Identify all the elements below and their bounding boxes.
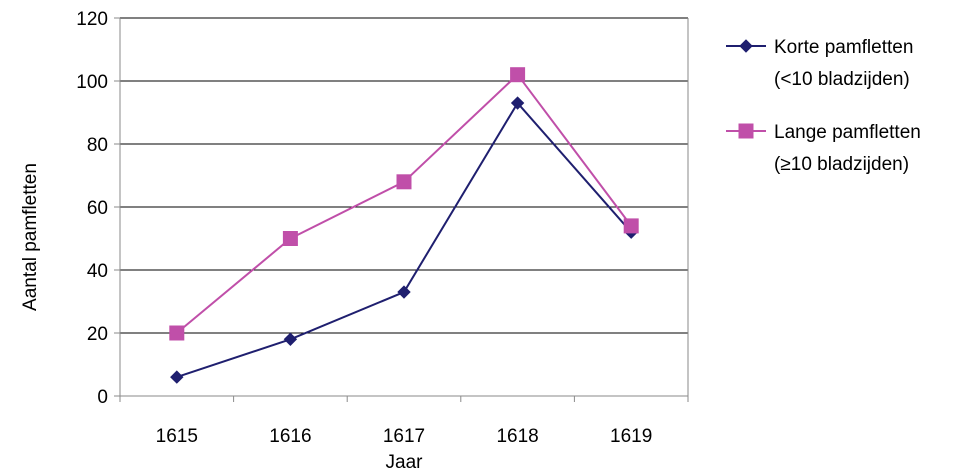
x-tick-label-1618: 1618: [496, 426, 538, 447]
y-tick-label-60: 60: [87, 198, 108, 219]
data-point-2-1619: [623, 218, 639, 234]
legend-label-2-line-2: (≥10 bladzijden): [774, 154, 909, 175]
x-tick-label-1615: 1615: [156, 426, 198, 447]
x-tick-label-1619: 1619: [610, 426, 652, 447]
data-point-2-1616: [282, 231, 298, 246]
legend-label-2-line-1: Lange pamfletten: [774, 122, 921, 143]
tick-labels: 0 20 40 60 80 100 120 1615 1616 1617 1618 1619: [76, 9, 652, 447]
y-axis-label: Aantal pamfletten: [20, 163, 41, 311]
y-tick-label-120: 120: [76, 9, 108, 30]
data-point-1-1615: [170, 370, 184, 384]
x-tick-label-1617: 1617: [383, 426, 425, 447]
legend-item-2: Lange pamfletten (≥10 bladzijden): [726, 122, 921, 175]
y-tick-label-40: 40: [87, 261, 108, 282]
legend-label-1-line-2: (<10 bladzijden): [774, 69, 910, 90]
series-2: [169, 67, 639, 341]
y-tick-label-80: 80: [87, 135, 108, 156]
y-tick-label-20: 20: [87, 324, 108, 345]
data-point-1-1616: [283, 332, 298, 347]
data-point-2-1615: [169, 325, 185, 341]
y-tick-label-0: 0: [97, 387, 108, 408]
data-point-2-1618: [510, 67, 526, 83]
data-point-2-1617: [396, 174, 412, 190]
data-point-1-1617: [397, 285, 411, 299]
series-lines: [169, 67, 639, 384]
legend-marker-2: [738, 123, 754, 139]
legend: Korte pamfletten (<10 bladzijden) Lange pa…: [726, 37, 921, 175]
axes: [114, 17, 689, 402]
data-point-1-1618: [510, 96, 525, 110]
legend-label-1-line-1: Korte pamfletten: [774, 37, 913, 58]
series-1: [170, 96, 638, 384]
x-axis-label: Jaar: [386, 452, 424, 472]
legend-item-1: Korte pamfletten (<10 bladzijden): [726, 37, 913, 90]
grid-lines: [120, 17, 688, 397]
legend-marker-1: [739, 39, 753, 53]
x-tick-label-1616: 1616: [269, 426, 311, 447]
y-tick-label-100: 100: [76, 72, 108, 93]
